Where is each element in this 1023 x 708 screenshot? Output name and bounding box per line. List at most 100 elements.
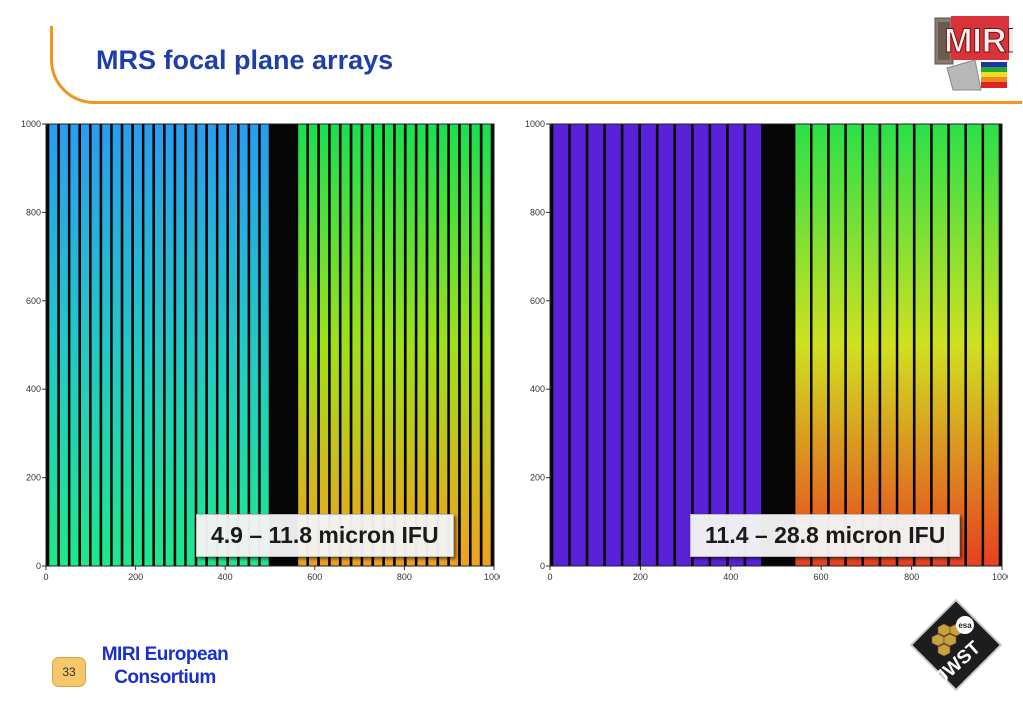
slice-stripe-right — [881, 124, 896, 566]
slice-stripe-left — [728, 124, 744, 566]
y-tick-label: 800 — [530, 207, 545, 217]
slice-stripe-right — [449, 124, 459, 566]
y-tick-label: 0 — [540, 561, 545, 571]
ifu-label-short: 4.9 – 11.8 micron IFU — [196, 514, 454, 557]
y-tick-label: 600 — [26, 296, 41, 306]
y-tick-label: 800 — [26, 207, 41, 217]
slice-stripe-right — [374, 124, 383, 566]
slice-stripe-right — [932, 124, 948, 566]
slice-stripe-right — [363, 124, 372, 566]
ifu-label-long: 11.4 – 28.8 micron IFU — [690, 514, 961, 557]
header-accent-line — [50, 26, 1022, 104]
x-tick-label: 800 — [904, 572, 919, 582]
consortium-name: MIRI European Consortium — [94, 643, 236, 689]
x-tick-label: 400 — [723, 572, 738, 582]
slice-stripe-right — [460, 124, 469, 566]
slice-stripe-left — [623, 124, 639, 566]
detector-image-short-wavelength: 0 200 400 600 800 1000 0 200 400 600 800 1000 — [12, 118, 500, 588]
slice-stripe-left — [70, 124, 79, 566]
slice-stripe-left — [693, 124, 709, 566]
svg-text:esa: esa — [958, 621, 972, 630]
x-tick-label: 1000 — [484, 572, 500, 582]
detector-plot-svg: 0 200 400 600 800 1000 0 200 400 600 800 1000 — [21, 119, 500, 582]
slice-stripe-left — [658, 124, 674, 566]
slice-stripe-right — [330, 124, 339, 566]
slice-stripe-right — [949, 124, 965, 566]
x-tick-label: 0 — [547, 572, 552, 582]
consortium-line-2: Consortium — [114, 667, 216, 688]
slice-stripe-left — [81, 124, 89, 566]
slice-stripe-right — [298, 124, 307, 566]
slice-stripe-left — [144, 124, 153, 566]
slice-stripe-right — [406, 124, 415, 566]
slice-stripe-left — [59, 124, 68, 566]
slice-stripe-right — [395, 124, 404, 566]
slice-stripe-right — [384, 124, 394, 566]
slice-stripe-right — [812, 124, 828, 566]
slide-title: MRS focal plane arrays — [96, 45, 394, 75]
slice-stripe-right — [984, 124, 999, 566]
jwst-logo: esa JWST — [908, 597, 1004, 693]
slice-stripe-right — [967, 124, 982, 566]
slice-stripe-right — [864, 124, 879, 566]
slice-stripe-left — [676, 124, 691, 566]
x-tick-label: 600 — [307, 572, 322, 582]
slice-stripe-left — [207, 124, 216, 566]
slice-stripe-right — [352, 124, 361, 566]
y-tick-label: 1000 — [21, 119, 41, 129]
miri-logo: MIRI — [933, 14, 1016, 94]
slice-stripe-left — [176, 124, 185, 566]
slice-stripe-left — [123, 124, 132, 566]
slice-stripe-left — [588, 124, 604, 566]
y-tick-label: 0 — [36, 561, 41, 571]
slice-stripe-left — [229, 124, 237, 566]
slice-stripe-right — [795, 124, 810, 566]
y-tick-label: 200 — [530, 473, 545, 483]
slice-stripe-right — [846, 124, 862, 566]
y-tick-label: 400 — [530, 384, 545, 394]
consortium-line-1: MIRI European — [101, 644, 229, 665]
slice-stripe-right — [309, 124, 318, 566]
slice-stripe-left — [49, 124, 58, 566]
slice-stripe-left — [133, 124, 142, 566]
x-tick-label: 400 — [218, 572, 233, 582]
y-tick-label: 600 — [530, 296, 545, 306]
slice-stripe-left — [711, 124, 726, 566]
slice-stripe-right — [898, 124, 913, 566]
y-tick-label: 200 — [26, 473, 41, 483]
slice-stripe-left — [102, 124, 111, 566]
x-tick-label: 0 — [43, 572, 48, 582]
plot-frame — [549, 123, 1003, 567]
x-tick-label: 200 — [128, 572, 143, 582]
slice-stripe-left — [112, 124, 121, 566]
slice-stripe-left — [155, 124, 163, 566]
slice-stripe-right — [482, 124, 491, 566]
page-number: 33 — [52, 657, 86, 687]
slice-stripe-left — [641, 124, 656, 566]
slice-stripe-right — [319, 124, 329, 566]
x-tick-label: 1000 — [992, 572, 1008, 582]
slice-stripe-left — [605, 124, 621, 566]
y-tick-label: 400 — [26, 384, 41, 394]
slice-stripe-right — [471, 124, 480, 566]
slice-stripe-left — [570, 124, 586, 566]
slice-stripe-left — [746, 124, 762, 566]
slice-stripe-left — [239, 124, 248, 566]
slice-stripe-right — [439, 124, 448, 566]
slice-stripe-left — [186, 124, 195, 566]
slice-stripe-left — [553, 124, 569, 566]
slice-stripe-left — [165, 124, 174, 566]
slice-stripe-left — [260, 124, 269, 566]
y-tick-label: 1000 — [525, 119, 545, 129]
slice-stripe-right — [417, 124, 426, 566]
slice-stripe-left — [250, 124, 259, 566]
x-tick-label: 800 — [397, 572, 412, 582]
slice-stripe-right — [829, 124, 845, 566]
slice-stripe-right — [428, 124, 437, 566]
svg-text:MIRI: MIRI — [944, 22, 1013, 60]
x-tick-label: 600 — [814, 572, 829, 582]
detector-plot-svg: 0 200 400 600 800 1000 0 200 400 600 800 1000 — [525, 119, 1008, 582]
x-tick-label: 200 — [633, 572, 648, 582]
slice-stripe-right — [915, 124, 931, 566]
detector-image-long-wavelength: 0 200 400 600 800 1000 0 200 400 600 800 1000 — [516, 118, 1008, 588]
